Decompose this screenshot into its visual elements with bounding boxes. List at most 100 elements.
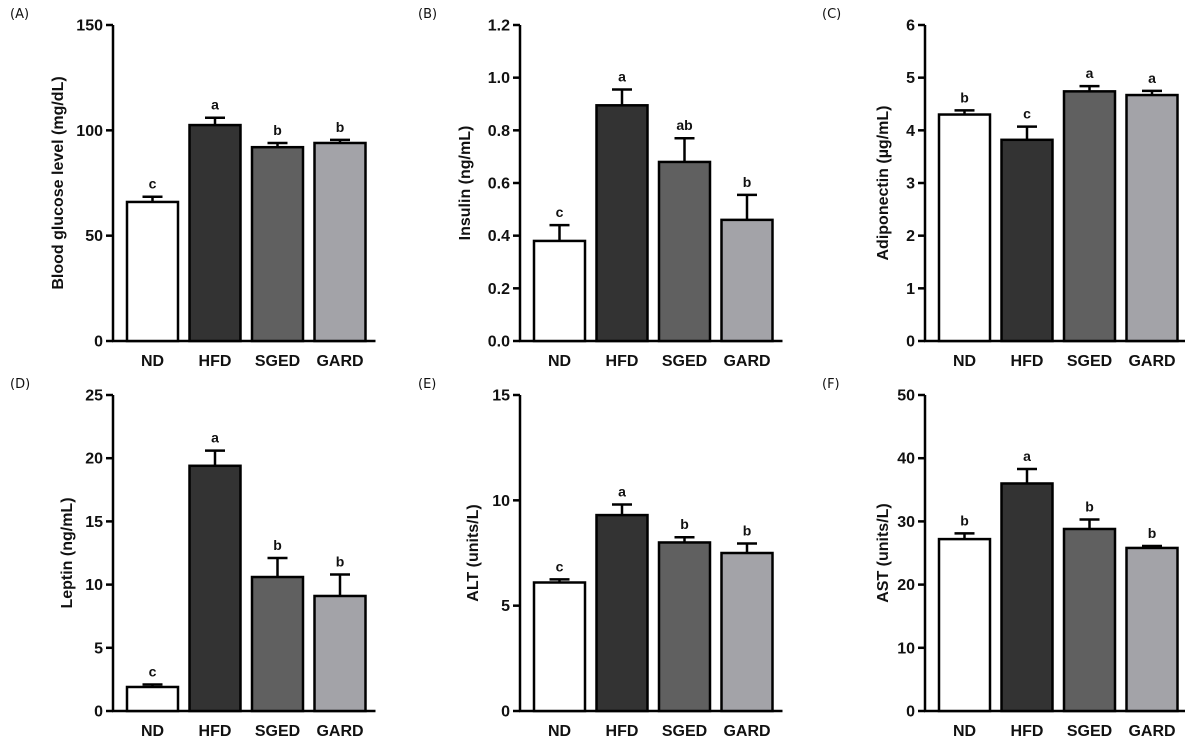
y-axis-title: AST (units/L) <box>875 503 892 603</box>
y-axis-title: Blood glucose level (mg/dL) <box>50 76 67 289</box>
significance-label: a <box>211 430 219 446</box>
bar-hfd <box>188 464 242 713</box>
bar-hfd <box>188 123 242 343</box>
y-tick-label: 3 <box>906 176 915 193</box>
significance-label: ab <box>676 117 692 133</box>
bar-sged <box>250 575 305 713</box>
y-tick-label: 15 <box>85 514 103 531</box>
significance-label: b <box>1148 525 1157 541</box>
x-category-label: GARD <box>316 353 363 370</box>
x-category-label: ND <box>141 353 164 370</box>
y-tick-label: 0 <box>501 704 510 721</box>
bar-sged <box>1062 90 1117 343</box>
y-axis-title: Insulin (ng/mL) <box>457 126 474 241</box>
panel-letter: (B) <box>418 7 437 22</box>
significance-label: a <box>1086 65 1094 81</box>
panel-letter: (F) <box>822 377 840 392</box>
y-tick-label: 100 <box>76 123 103 140</box>
panel-letter: (C) <box>822 7 841 22</box>
y-tick-label: 0.0 <box>488 334 510 351</box>
y-axis-title: Adiponectin (µg/mL) <box>875 106 892 261</box>
x-category-label: SGED <box>255 723 300 740</box>
significance-label: b <box>1085 499 1094 515</box>
x-category-label: SGED <box>255 353 300 370</box>
y-tick-label: 15 <box>492 388 510 405</box>
x-category-label: HFD <box>606 723 639 740</box>
y-tick-label: 5 <box>501 598 510 615</box>
panel-c: (C) Adiponectin (µg/mL) 0 1 2 3 4 5 6 b ND c HFD a SGE… <box>822 7 1185 370</box>
y-tick-label: 20 <box>897 577 915 594</box>
panel-a: (A) Blood glucose level (mg/dL) 0 50 100 150 c… <box>10 7 376 370</box>
y-tick-label: 5 <box>906 70 915 87</box>
y-tick-label: 10 <box>492 493 510 510</box>
significance-label: b <box>336 119 345 135</box>
y-tick-label: 40 <box>897 451 915 468</box>
significance-label: b <box>273 122 282 138</box>
x-category-label: HFD <box>199 723 232 740</box>
significance-label: a <box>1148 70 1156 86</box>
panel-letter: (E) <box>418 377 436 392</box>
significance-label: b <box>680 516 689 532</box>
bar-sged <box>657 541 712 713</box>
y-tick-label: 25 <box>85 388 103 405</box>
y-tick-label: 4 <box>906 123 915 140</box>
x-category-label: GARD <box>316 723 363 740</box>
x-category-label: HFD <box>1011 353 1044 370</box>
bar-nd <box>532 581 587 713</box>
y-tick-label: 0.2 <box>488 281 510 298</box>
bar-gard <box>720 218 774 343</box>
y-tick-label: 0 <box>94 334 103 351</box>
bar-nd <box>937 113 992 343</box>
panel-b: (B) Insulin (ng/mL) 0.0 0.2 0.4 0.6 0.8 1.0 1.2 c… <box>418 7 783 370</box>
y-tick-label: 20 <box>85 451 103 468</box>
bar-nd <box>937 537 992 713</box>
y-tick-label: 0 <box>906 704 915 721</box>
bar-hfd <box>595 513 649 713</box>
y-tick-label: 0.8 <box>488 123 510 140</box>
x-category-label: SGED <box>662 723 707 740</box>
y-tick-label: 6 <box>906 18 915 35</box>
bar-hfd <box>595 104 649 343</box>
y-tick-label: 10 <box>85 577 103 594</box>
x-category-label: GARD <box>1128 353 1175 370</box>
y-axis-title: Leptin (ng/mL) <box>59 497 76 608</box>
significance-label: a <box>1023 448 1031 464</box>
x-category-label: SGED <box>1067 353 1112 370</box>
bar-gard <box>313 141 367 343</box>
panel-e: (E) ALT (units/L) 0 5 10 15 c ND a HFD b SGED b GARD <box>418 377 783 740</box>
y-tick-label: 10 <box>897 640 915 657</box>
significance-label: b <box>960 89 969 105</box>
y-tick-label: 0.4 <box>488 228 510 245</box>
y-tick-label: 50 <box>85 228 103 245</box>
significance-label: c <box>1023 106 1031 122</box>
significance-label: b <box>273 537 282 553</box>
y-tick-label: 0 <box>906 334 915 351</box>
x-category-label: HFD <box>199 353 232 370</box>
x-category-label: ND <box>953 353 976 370</box>
y-tick-label: 1.0 <box>488 70 510 87</box>
bar-hfd <box>1000 482 1054 713</box>
significance-label: a <box>618 69 626 85</box>
significance-label: b <box>743 174 752 190</box>
y-tick-label: 0 <box>94 704 103 721</box>
y-tick-label: 1 <box>906 281 915 298</box>
x-category-label: GARD <box>1128 723 1175 740</box>
x-category-label: GARD <box>723 723 770 740</box>
bar-hfd <box>1000 138 1054 343</box>
x-category-label: ND <box>953 723 976 740</box>
x-category-label: ND <box>548 723 571 740</box>
significance-label: a <box>618 484 626 500</box>
y-tick-label: 5 <box>94 640 103 657</box>
bar-nd <box>532 239 587 343</box>
bar-gard <box>720 551 774 713</box>
panel-d: (D) Leptin (ng/mL) 0 5 10 15 20 25 c ND a HFD b SGED b… <box>10 377 376 740</box>
significance-label: c <box>149 176 157 192</box>
x-category-label: SGED <box>1067 723 1112 740</box>
bar-gard <box>313 594 367 713</box>
y-tick-label: 30 <box>897 514 915 531</box>
significance-label: b <box>960 512 969 528</box>
bar-sged <box>657 160 712 343</box>
panel-letter: (A) <box>10 7 29 22</box>
y-tick-label: 50 <box>897 388 915 405</box>
